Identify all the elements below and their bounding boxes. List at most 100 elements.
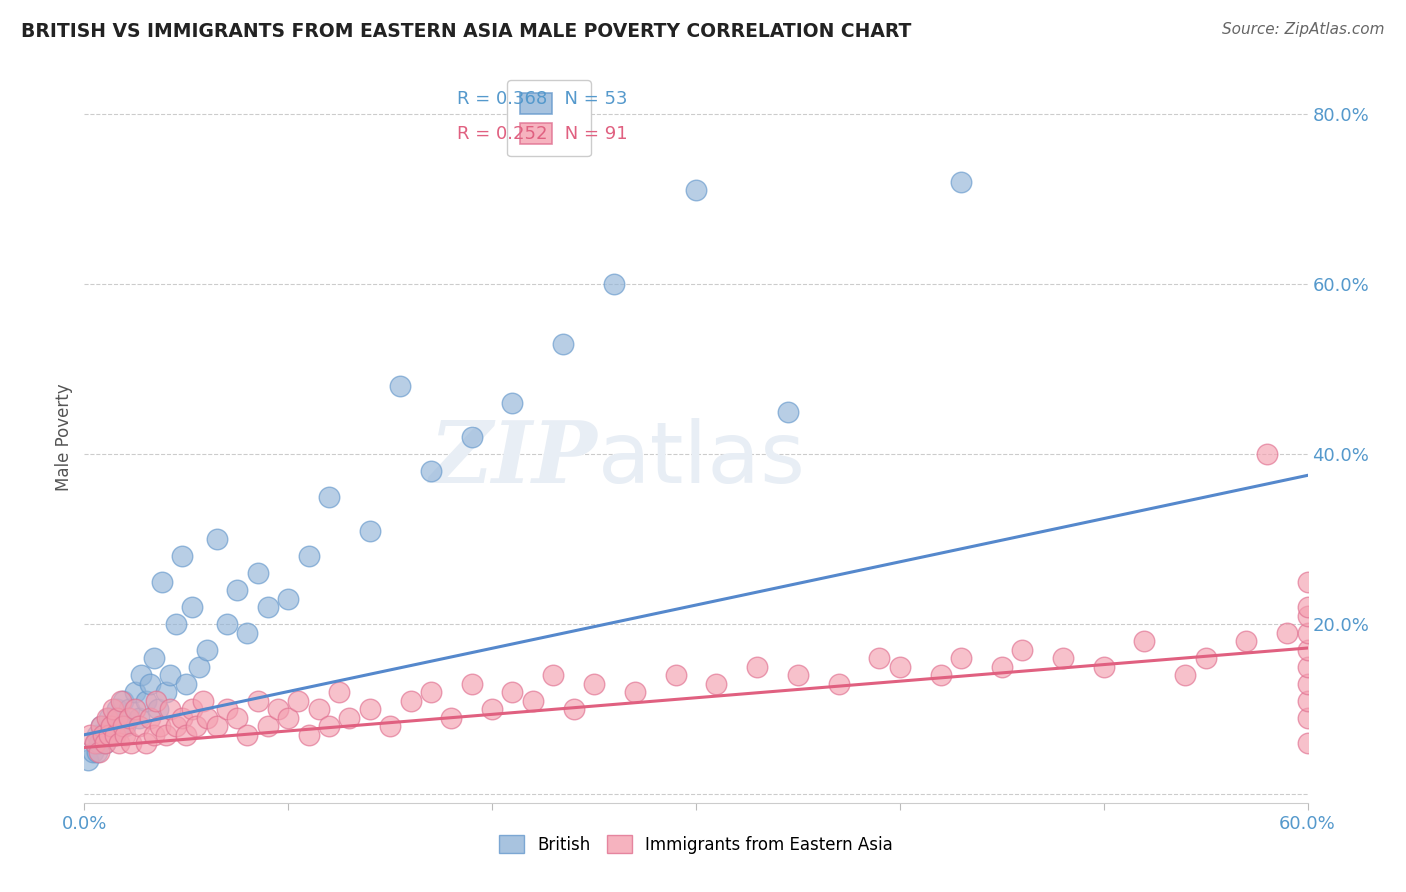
Point (461, 430, 484, 444)
Point (110, 694, 132, 708)
Point (328, 685, 350, 699)
Point (172, 549, 194, 563)
Point (1296, 659, 1319, 673)
Point (1296, 711, 1319, 725)
Point (553, 336, 575, 351)
Point (583, 677, 606, 691)
Point (776, 404, 799, 418)
Point (502, 396, 524, 410)
Point (1133, 634, 1156, 648)
Point (124, 685, 146, 699)
Point (128, 711, 150, 725)
Point (97, 711, 120, 725)
Point (950, 175, 973, 189)
Point (135, 694, 157, 708)
Text: R = 0.252   N = 91: R = 0.252 N = 91 (457, 125, 628, 143)
Point (155, 728, 177, 742)
Point (82, 745, 104, 759)
Point (205, 532, 228, 546)
Point (1195, 651, 1218, 665)
Point (114, 719, 136, 733)
Point (950, 651, 973, 665)
Point (145, 694, 167, 708)
Point (287, 694, 309, 708)
Point (277, 591, 299, 606)
Point (562, 702, 585, 716)
Point (135, 736, 157, 750)
Point (195, 642, 218, 657)
Point (522, 694, 544, 708)
Y-axis label: Male Poverty: Male Poverty (55, 384, 73, 491)
Point (118, 711, 141, 725)
Point (124, 702, 146, 716)
Text: BRITISH VS IMMIGRANTS FROM EASTERN ASIA MALE POVERTY CORRELATION CHART: BRITISH VS IMMIGRANTS FROM EASTERN ASIA … (21, 22, 911, 41)
Point (86, 745, 108, 759)
Point (236, 625, 259, 640)
Point (191, 694, 214, 708)
Point (186, 719, 208, 733)
Point (380, 719, 402, 733)
Point (869, 651, 891, 665)
Point (461, 677, 484, 691)
Point (502, 685, 524, 699)
Point (1277, 625, 1299, 640)
Point (257, 600, 280, 615)
Text: Source: ZipAtlas.com: Source: ZipAtlas.com (1222, 22, 1385, 37)
Point (420, 685, 443, 699)
Point (159, 668, 181, 682)
Point (277, 711, 299, 725)
Text: R = 0.368   N = 53: R = 0.368 N = 53 (457, 90, 628, 108)
Point (120, 736, 142, 750)
Point (389, 379, 412, 393)
Point (165, 617, 187, 632)
Point (543, 668, 565, 682)
Point (172, 711, 194, 725)
Point (100, 719, 122, 733)
Point (118, 702, 141, 716)
Point (1296, 574, 1319, 589)
Point (174, 677, 197, 691)
Point (246, 694, 269, 708)
Point (100, 719, 122, 733)
Point (155, 685, 177, 699)
Point (236, 728, 259, 742)
Point (665, 668, 688, 682)
Point (114, 728, 136, 742)
Point (624, 685, 647, 699)
Point (226, 583, 249, 598)
Text: atlas: atlas (598, 417, 806, 500)
Point (110, 711, 132, 725)
Point (787, 668, 810, 682)
Point (187, 659, 209, 673)
Point (108, 736, 131, 750)
Point (83, 736, 105, 750)
Point (1296, 600, 1319, 615)
Point (128, 719, 150, 733)
Point (889, 659, 911, 673)
Point (359, 702, 381, 716)
Point (112, 694, 135, 708)
Point (181, 702, 204, 716)
Point (205, 719, 228, 733)
Point (828, 677, 851, 691)
Point (77, 753, 100, 767)
Point (1236, 634, 1258, 648)
Point (108, 719, 131, 733)
Point (246, 566, 269, 581)
Point (181, 600, 204, 615)
Point (97, 728, 120, 742)
Point (87, 736, 110, 750)
Point (420, 464, 443, 478)
Point (1296, 694, 1319, 708)
Point (142, 728, 165, 742)
Point (603, 277, 626, 291)
Point (217, 702, 239, 716)
Point (747, 659, 769, 673)
Point (90, 719, 112, 733)
Point (929, 668, 952, 682)
Point (440, 711, 463, 725)
Point (86, 728, 108, 742)
Point (93, 736, 115, 750)
Legend: British, Immigrants from Eastern Asia: British, Immigrants from Eastern Asia (492, 829, 900, 860)
Point (1174, 668, 1197, 682)
